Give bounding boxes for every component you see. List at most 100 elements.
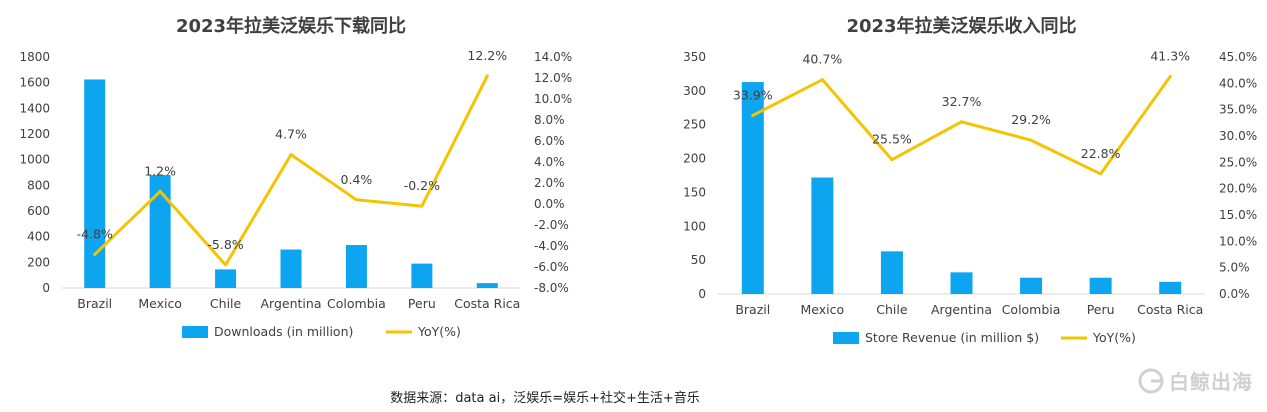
legend-line-label: YoY(%) xyxy=(417,324,461,339)
x-axis-category-label: Brazil xyxy=(77,296,112,311)
right-axis-tick-label: 6.0% xyxy=(534,134,565,148)
yoy-point xyxy=(158,189,162,193)
x-axis-category-label: Peru xyxy=(1087,302,1115,317)
legend-bar-swatch xyxy=(182,326,208,338)
downloads-chart: 2023年拉美泛娱乐下载同比 0 200 400 600 800 1000 1200 1400 1… xyxy=(0,0,600,360)
yoy-point xyxy=(890,158,894,162)
yoy-point xyxy=(960,120,963,124)
yoy-data-label: 41.3% xyxy=(1150,48,1190,63)
right-axis-tick-label: -4.0% xyxy=(534,239,569,253)
right-axis-tick-label: 14.0% xyxy=(534,50,572,64)
right-axis-tick-label: -6.0% xyxy=(534,260,569,274)
brand-logo: 白鲸出海 xyxy=(1137,366,1253,395)
left-axis-tick-label: 1000 xyxy=(19,153,50,167)
left-axis-tick-label: 1400 xyxy=(19,101,50,115)
right-axis-tick-label: 10.0% xyxy=(1219,234,1257,248)
right-axis-tick-label: 15.0% xyxy=(1219,208,1257,222)
yoy-data-label: -5.8% xyxy=(207,237,243,252)
right-axis-tick-label: 45.0% xyxy=(1219,50,1257,64)
yoy-point xyxy=(93,252,97,256)
yoy-point xyxy=(751,113,755,117)
x-axis-category-label: Argentina xyxy=(931,302,992,317)
x-axis-category-label: Costa Rica xyxy=(454,296,520,311)
x-axis-category-label: Chile xyxy=(210,296,242,311)
left-axis-tick-label: 400 xyxy=(27,230,50,244)
x-axis-category-label: Colombia xyxy=(327,296,386,311)
right-axis-tick-label: 0.0% xyxy=(534,197,565,211)
right-axis-tick-label: 0.0% xyxy=(1219,287,1250,301)
left-axis-tick-label: 350 xyxy=(683,50,706,64)
right-axis-tick-label: 20.0% xyxy=(1219,182,1257,196)
yoy-data-label: 29.2% xyxy=(1011,112,1051,127)
left-axis-tick-label: 200 xyxy=(683,152,706,166)
yoy-data-label: 1.2% xyxy=(144,163,176,178)
x-axis-category-label: Argentina xyxy=(261,296,322,311)
left-axis-tick-label: 1800 xyxy=(19,50,50,64)
source-note: 数据来源：data ai，泛娱乐=娱乐+社交+生活+音乐 xyxy=(390,391,700,406)
left-axis-tick-label: 800 xyxy=(27,178,50,192)
left-axis-tick-label: 250 xyxy=(683,118,706,132)
yoy-data-label: 0.4% xyxy=(341,172,373,187)
yoy-data-label: 40.7% xyxy=(802,52,842,67)
left-axis-tick-label: 300 xyxy=(683,84,706,98)
bar xyxy=(84,79,106,288)
revenue-chart: 2023年拉美泛娱乐收入同比 0 50 100 150 200 250 300 350 0.0% 5… xyxy=(650,0,1267,360)
bar xyxy=(950,272,973,294)
chart-title: 2023年拉美泛娱乐下载同比 xyxy=(176,15,406,37)
yoy-point xyxy=(485,74,489,78)
right-axis-tick-label: 10.0% xyxy=(534,92,572,106)
yoy-data-label: -4.8% xyxy=(77,226,113,241)
bar xyxy=(1159,281,1182,294)
yoy-data-label: 33.9% xyxy=(733,87,773,102)
logo-text: 白鲸出海 xyxy=(1169,370,1253,394)
yoy-point xyxy=(1029,138,1033,142)
right-axis-tick-label: 35.0% xyxy=(1219,103,1257,117)
yoy-data-label: 25.5% xyxy=(872,132,912,147)
bar xyxy=(880,251,903,294)
bar xyxy=(345,245,367,288)
bar xyxy=(476,283,498,288)
x-axis-category-label: Peru xyxy=(408,296,436,311)
left-axis-tick-label: 0 xyxy=(698,287,706,301)
bar xyxy=(1020,277,1043,294)
yoy-point xyxy=(289,153,293,157)
yoy-point xyxy=(420,204,424,208)
yoy-point xyxy=(1099,172,1103,176)
x-axis-category-label: Chile xyxy=(876,302,908,317)
left-axis-tick-label: 200 xyxy=(27,255,50,269)
yoy-point xyxy=(820,78,824,82)
x-axis-category-label: Colombia xyxy=(1002,302,1061,317)
right-axis-tick-label: 12.0% xyxy=(534,71,572,85)
whale-logo-icon xyxy=(1138,368,1164,393)
downloads-chart-svg: 2023年拉美泛娱乐下载同比 0 200 400 600 800 1000 1200 1400 1… xyxy=(19,15,572,339)
right-axis-tick-label: -2.0% xyxy=(534,218,569,232)
yoy-point xyxy=(224,263,228,267)
x-axis-category-label: Mexico xyxy=(138,296,182,311)
right-axis-tick-label: 2.0% xyxy=(534,176,565,190)
chart-title: 2023年拉美泛娱乐收入同比 xyxy=(846,15,1076,37)
bar xyxy=(280,249,302,288)
left-axis-tick-label: 600 xyxy=(27,204,50,218)
bar xyxy=(215,269,237,288)
right-axis-tick-label: 25.0% xyxy=(1219,155,1257,169)
legend-bar-swatch xyxy=(833,332,859,344)
bar xyxy=(741,82,764,294)
left-axis-tick-label: 0 xyxy=(42,281,50,295)
bar xyxy=(811,177,834,294)
left-axis-tick-label: 100 xyxy=(683,219,706,233)
right-axis-tick-label: 8.0% xyxy=(534,113,565,127)
yoy-point xyxy=(354,198,358,202)
right-axis-tick-label: -8.0% xyxy=(534,281,569,295)
left-axis-tick-label: 150 xyxy=(683,185,706,199)
legend-bar-label: Downloads (in million) xyxy=(214,324,353,339)
yoy-data-label: 32.7% xyxy=(942,94,982,109)
x-axis-category-label: Brazil xyxy=(735,302,770,317)
x-axis-category-label: Mexico xyxy=(801,302,845,317)
x-axis-category-label: Costa Rica xyxy=(1137,302,1203,317)
right-axis-tick-label: 40.0% xyxy=(1219,76,1257,90)
bar xyxy=(411,263,433,288)
bar xyxy=(1089,277,1112,294)
right-axis-tick-label: 30.0% xyxy=(1219,129,1257,143)
left-axis-tick-label: 1200 xyxy=(19,127,50,141)
left-axis-tick-label: 1600 xyxy=(19,76,50,90)
